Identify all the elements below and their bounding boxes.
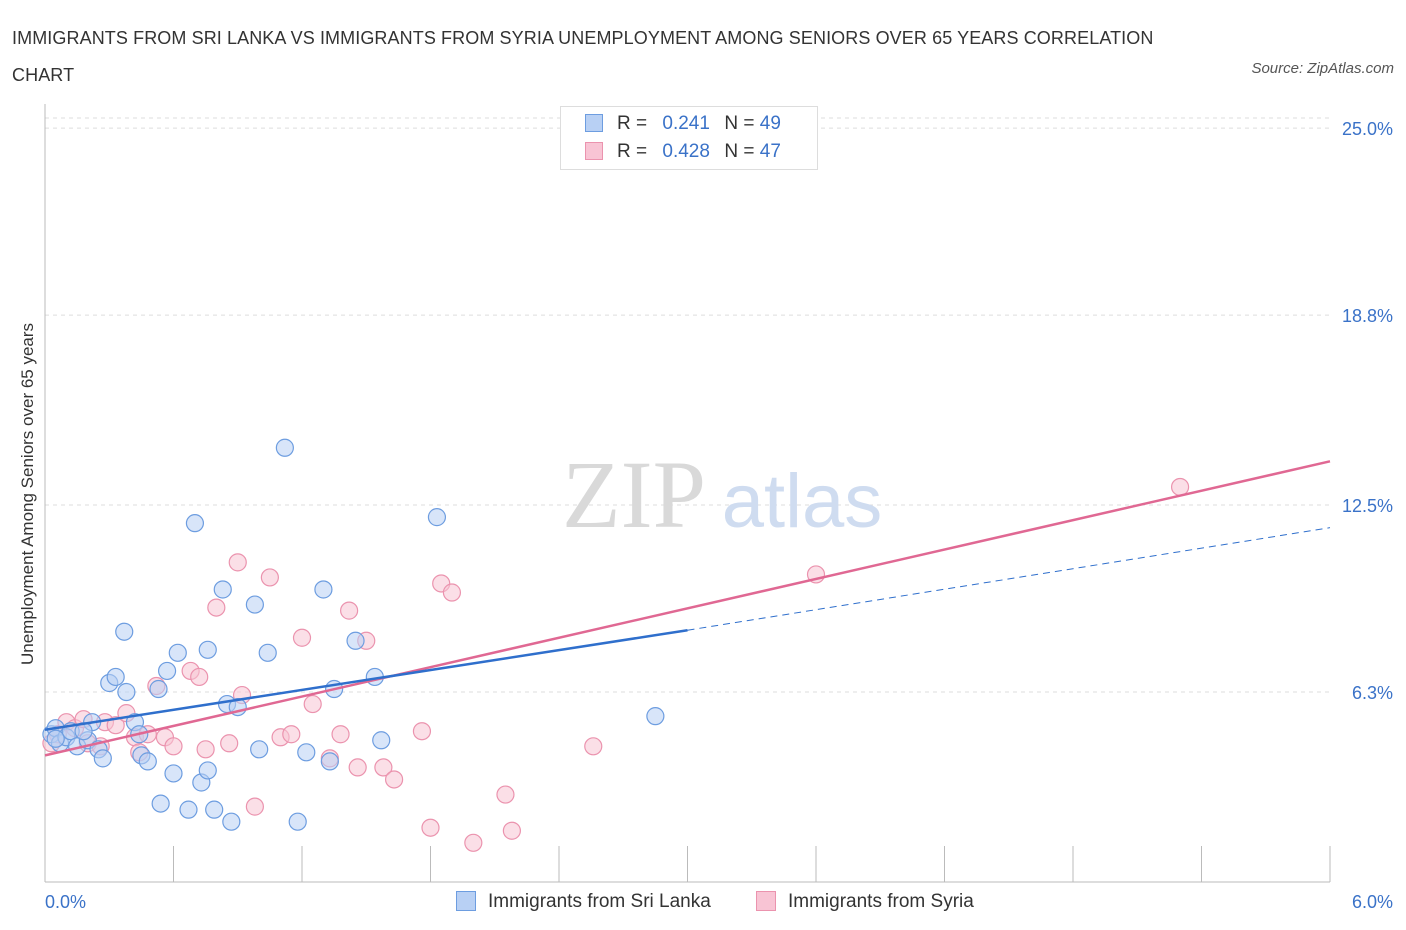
y-tick-label: 18.8%	[1342, 306, 1393, 326]
sri-lanka-point	[315, 581, 332, 598]
syria-point	[261, 569, 278, 586]
bottom-legend-syria: Immigrants from Syria	[756, 888, 974, 916]
syria-point	[341, 602, 358, 619]
x-tick-label: 6.0%	[1352, 892, 1393, 912]
syria-point	[1172, 478, 1189, 495]
sri-lanka-point	[251, 741, 268, 758]
syria-point	[503, 822, 520, 839]
syria-point	[229, 554, 246, 571]
syria-point	[283, 726, 300, 743]
sri-lanka-point	[214, 581, 231, 598]
watermark-atlas: atlas	[722, 459, 883, 544]
y-tick-label: 12.5%	[1342, 496, 1393, 516]
sri-lanka-point	[428, 509, 445, 526]
sri-lanka-point	[246, 596, 263, 613]
sri-lanka-point	[118, 684, 135, 701]
syria-point	[304, 696, 321, 713]
x-tick-label: 0.0%	[45, 892, 86, 912]
syria-point	[191, 668, 208, 685]
syria-point	[332, 726, 349, 743]
watermark: ZIP atlas	[562, 441, 882, 548]
legend-r-label: R =	[617, 113, 647, 134]
syria-point	[197, 741, 214, 758]
sri-lanka-point	[276, 439, 293, 456]
sri-lanka-swatch	[585, 114, 603, 132]
sri-lanka-point	[47, 730, 64, 747]
syria-point	[413, 723, 430, 740]
correlation-legend: R = 0.241 N = 49 R = 0.428 N = 47	[560, 106, 818, 170]
sri-lanka-point	[199, 641, 216, 658]
syria-n-value: 47	[760, 141, 781, 162]
syria-point	[165, 738, 182, 755]
syria-swatch	[585, 142, 603, 160]
watermark-zip: ZIP	[562, 441, 706, 548]
syria-point	[221, 735, 238, 752]
sri-lanka-point	[180, 801, 197, 818]
sri-lanka-point	[116, 623, 133, 640]
sri-lanka-point	[165, 765, 182, 782]
sri-lanka-point	[107, 668, 124, 685]
syria-point	[497, 786, 514, 803]
sri-lanka-r-value: 0.241	[652, 110, 724, 138]
syria-point	[386, 771, 403, 788]
sri-lanka-point	[152, 795, 169, 812]
grid-lines	[45, 118, 1330, 692]
legend-n-label: N =	[724, 113, 754, 134]
sri-lanka-point	[199, 762, 216, 779]
sri-lanka-point	[259, 644, 276, 661]
syria-point	[465, 834, 482, 851]
syria-point	[208, 599, 225, 616]
y-tick-label: 6.3%	[1352, 683, 1393, 703]
syria-point	[294, 629, 311, 646]
y-axis-label: Unemployment Among Seniors over 65 years	[18, 323, 38, 665]
sri-lanka-point	[169, 644, 186, 661]
sri-lanka-point	[159, 662, 176, 679]
sri-lanka-point	[289, 813, 306, 830]
sri-lanka-point	[347, 632, 364, 649]
legend-r-label: R =	[617, 141, 647, 162]
syria-point	[422, 819, 439, 836]
bottom-legend-sri-lanka: Immigrants from Sri Lanka	[456, 888, 711, 916]
syria-point	[246, 798, 263, 815]
syria-legend-label: Immigrants from Syria	[788, 891, 974, 912]
legend-n-label: N =	[724, 141, 754, 162]
sri-lanka-point	[321, 753, 338, 770]
syria-point	[443, 584, 460, 601]
sri-lanka-point	[223, 813, 240, 830]
sri-lanka-n-value: 49	[760, 113, 781, 134]
sri-lanka-legend-label: Immigrants from Sri Lanka	[488, 891, 711, 912]
sri-lanka-point	[298, 744, 315, 761]
tick-labels: 6.3% 12.5% 18.8% 25.0% 0.0% 6.0%	[45, 119, 1393, 912]
syria-point	[585, 738, 602, 755]
sri-lanka-legend-swatch	[456, 891, 476, 911]
sri-lanka-point	[373, 732, 390, 749]
legend-row-syria: R = 0.428 N = 47	[585, 138, 781, 166]
sri-lanka-point	[94, 750, 111, 767]
syria-legend-swatch	[756, 891, 776, 911]
sri-lanka-point	[139, 753, 156, 770]
sri-lanka-point	[186, 515, 203, 532]
syria-r-value: 0.428	[652, 138, 724, 166]
legend-row-sri-lanka: R = 0.241 N = 49	[585, 110, 781, 138]
y-tick-label: 25.0%	[1342, 119, 1393, 139]
syria-point	[349, 759, 366, 776]
sri-lanka-point	[150, 681, 167, 698]
sri-lanka-point	[647, 708, 664, 725]
sri-lanka-point	[206, 801, 223, 818]
